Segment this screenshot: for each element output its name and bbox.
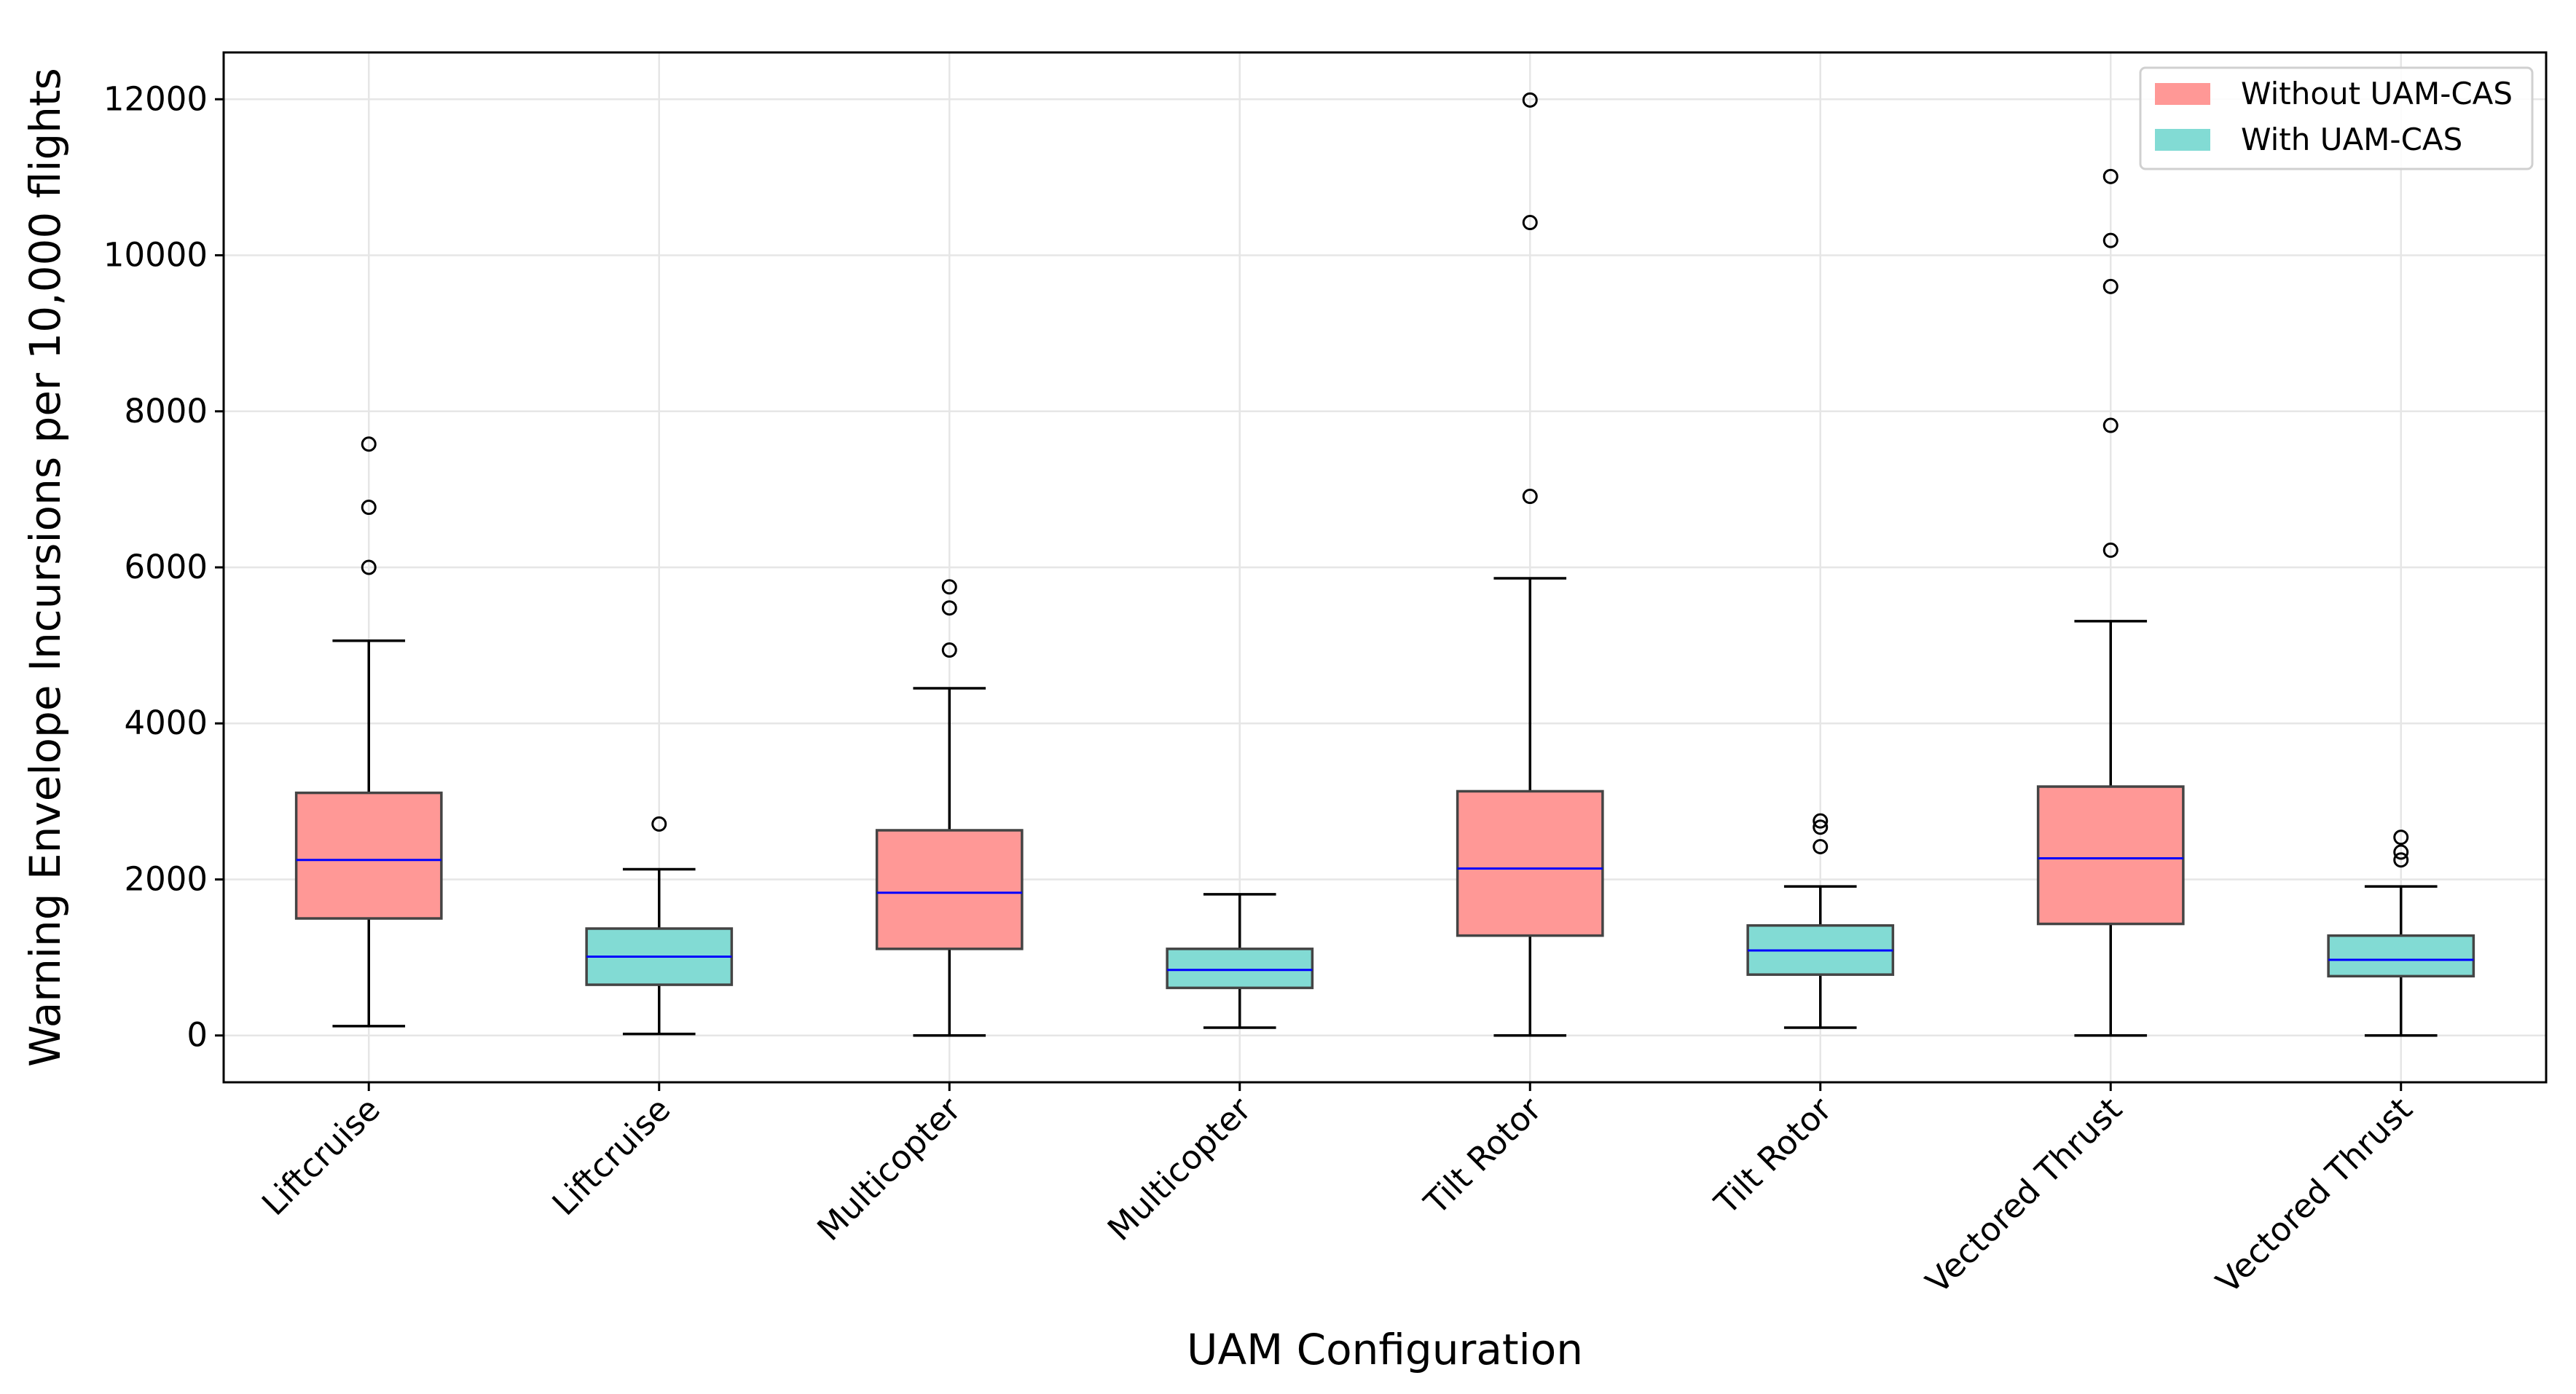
outlier-point	[651, 816, 667, 832]
outlier-point	[1813, 838, 1829, 854]
box-multicopter-with	[1166, 893, 1314, 1029]
outlier-point	[941, 579, 957, 595]
y-tick-label: 4000	[124, 704, 208, 742]
outlier-point	[2393, 852, 2409, 868]
outlier-point	[2393, 844, 2409, 860]
x-tick-label: Liftcruise	[545, 1090, 678, 1223]
grid-lines	[224, 52, 2546, 1082]
x-axis-label: UAM Configuration	[1187, 1325, 1583, 1374]
x-tick-label: Tilt Rotor	[1706, 1090, 1839, 1222]
x-tick-label: Multicopter	[809, 1090, 968, 1248]
box-tilt-rotor-without	[1456, 92, 1604, 1037]
y-tick-label: 2000	[124, 859, 208, 898]
legend-swatch-without	[2155, 83, 2210, 105]
legend-swatch-with	[2155, 129, 2210, 151]
x-tick-label: Vectored Thrust	[1918, 1090, 2129, 1301]
box-iqr	[294, 791, 443, 920]
box-multicopter-without	[875, 579, 1024, 1037]
legend-frame	[2139, 66, 2534, 170]
y-tick-label: 0	[186, 1016, 208, 1055]
x-tick-label: Tilt Rotor	[1416, 1090, 1549, 1222]
box-iqr	[2327, 934, 2475, 978]
box-iqr	[1456, 789, 1604, 937]
box-liftcruise-without	[294, 436, 443, 1028]
outlier-point	[361, 436, 377, 452]
outlier-point	[361, 559, 377, 575]
box-series	[294, 92, 2475, 1037]
box-vectored-thrust-without	[2036, 168, 2185, 1037]
legend-label-without: Without UAM-CAS	[2241, 76, 2513, 111]
outlier-point	[1522, 489, 1538, 505]
box-iqr	[875, 829, 1024, 950]
outlier-point	[941, 642, 957, 658]
legend-label-with: With UAM-CAS	[2241, 122, 2462, 157]
x-tick-label: Vectored Thrust	[2209, 1090, 2420, 1301]
y-tick-label: 8000	[124, 392, 208, 430]
outlier-point	[2102, 542, 2118, 558]
outlier-point	[1813, 813, 1829, 829]
x-tick-label: Multicopter	[1100, 1090, 1259, 1248]
outlier-point	[1813, 819, 1829, 835]
box-iqr	[1166, 948, 1314, 990]
y-tick-label: 10000	[103, 236, 208, 275]
y-axis-label: Warning Envelope Incursions per 10,000 f…	[20, 68, 70, 1067]
x-tick-label: Liftcruise	[254, 1090, 388, 1223]
box-iqr	[2036, 785, 2185, 926]
outlier-point	[361, 500, 377, 516]
x-axis-ticks: Liftcruise Liftcruise Multicopter Multicopt…	[254, 1082, 2420, 1301]
box-tilt-rotor-with	[1746, 813, 1895, 1029]
y-tick-label: 12000	[103, 79, 208, 118]
box-liftcruise-with	[585, 816, 734, 1036]
outlier-point	[2102, 168, 2118, 184]
outlier-point	[2102, 417, 2118, 433]
outlier-point	[1522, 92, 1538, 108]
outlier-point	[2102, 232, 2118, 248]
y-axis-ticks: 0 2000 4000 6000 8000 10000 12000	[103, 79, 224, 1055]
outlier-point	[2102, 278, 2118, 294]
outlier-point	[1522, 215, 1538, 231]
outlier-point	[941, 600, 957, 616]
outlier-point	[2393, 830, 2409, 846]
box-vectored-thrust-with	[2327, 830, 2475, 1037]
y-tick-label: 6000	[124, 548, 208, 586]
legend: Without UAM-CAS With UAM-CAS	[2139, 66, 2534, 170]
